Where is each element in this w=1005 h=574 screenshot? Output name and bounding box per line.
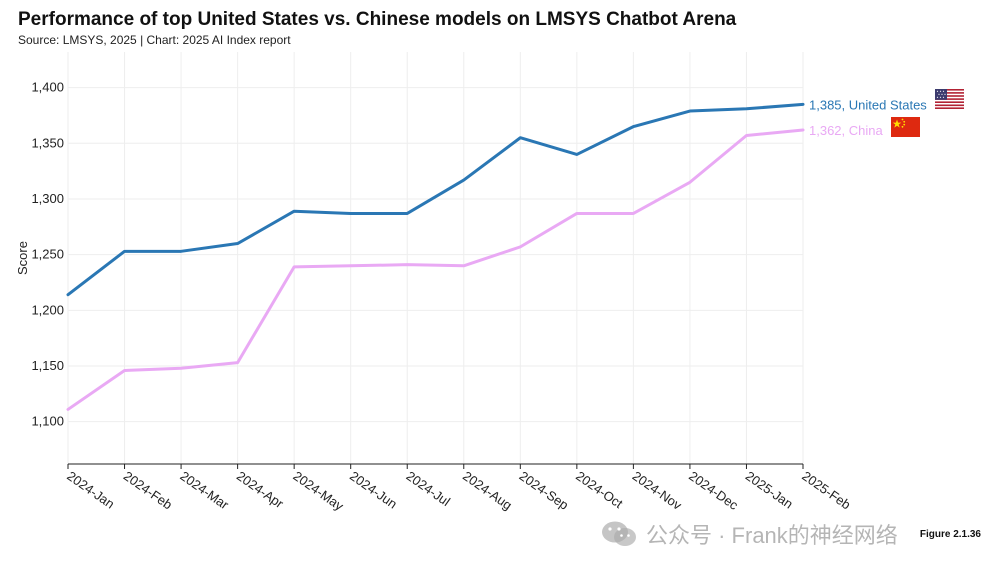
y-tick-label: 1,300 [31, 191, 64, 206]
x-tick-label: 2024-Oct [573, 468, 626, 511]
x-tick-label: 2024-May [290, 468, 346, 514]
x-tick-label: 2024-Mar [177, 468, 232, 513]
series-united-states [66, 102, 805, 297]
y-tick-label: 1,350 [31, 135, 64, 150]
chart-title: Performance of top United States vs. Chi… [18, 9, 737, 30]
x-tick-label: 2024-Jan [64, 468, 117, 511]
wechat-icon [602, 521, 636, 546]
x-tick-label: 2024-Dec [686, 468, 741, 513]
x-tick-label: 2024-Jun [347, 468, 400, 511]
y-tick-label: 1,100 [31, 414, 64, 429]
y-tick-label: 1,150 [31, 358, 64, 373]
x-axis-ticks: 2024-Jan 2024-Feb 2024-Mar 2024-Apr 2024-May… [64, 464, 853, 514]
x-tick-label: 2025-Feb [799, 468, 853, 512]
chart-source: Source: LMSYS, 2025 | Chart: 2025 AI Ind… [18, 33, 291, 47]
x-tick-label: 2024-Feb [121, 468, 175, 512]
series-china [66, 128, 805, 411]
end-label-china: 1,362, China [809, 123, 883, 138]
x-tick-label: 2024-Nov [630, 468, 685, 513]
us-flag-icon [935, 89, 964, 109]
y-axis-label: Score [15, 241, 30, 275]
x-tick-label: 2024-Sep [517, 468, 572, 513]
y-axis-ticks: 1,100 1,150 1,200 1,250 1,300 1,350 1,400 [31, 80, 64, 429]
x-tick-label: 2024-Apr [234, 468, 287, 511]
y-tick-label: 1,200 [31, 302, 64, 317]
y-tick-label: 1,250 [31, 247, 64, 262]
grid [67, 52, 804, 464]
series-line-china [66, 128, 805, 411]
china-flag-icon [891, 117, 920, 137]
x-tick-label: 2024-Aug [460, 468, 515, 513]
series-line-united-states [66, 102, 805, 297]
y-tick-label: 1,400 [31, 80, 64, 95]
x-tick-label: 2025-Jan [743, 468, 796, 511]
x-tick-label: 2024-Jul [404, 468, 454, 509]
figure-label: Figure 2.1.36 [919, 529, 981, 540]
watermark: 公众号 · Frank的神经网络 [600, 518, 898, 550]
end-label-united-states: 1,385, United States [809, 97, 927, 112]
watermark-text: 公众号 · Frank的神经网络 [646, 523, 898, 548]
